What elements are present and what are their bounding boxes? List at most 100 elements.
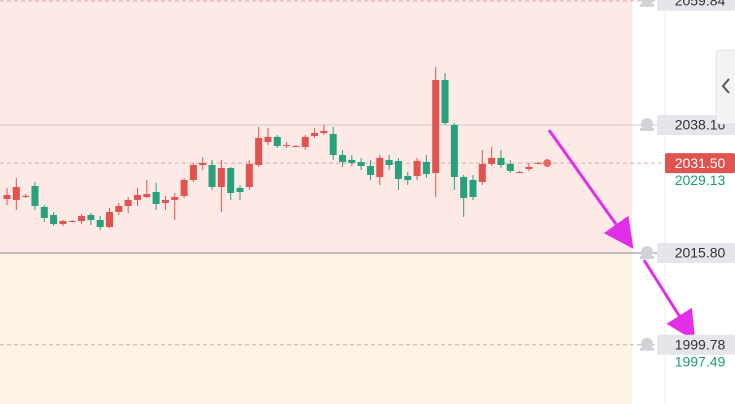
annotation-arrow bbox=[547, 129, 634, 249]
candle bbox=[171, 192, 179, 220]
candle-body bbox=[478, 163, 486, 182]
candle bbox=[516, 170, 524, 173]
current-price-dot bbox=[543, 159, 552, 168]
candle-body bbox=[161, 199, 169, 203]
candle bbox=[152, 182, 160, 210]
candle bbox=[366, 159, 374, 180]
candle bbox=[124, 196, 132, 213]
candle-body bbox=[348, 159, 356, 163]
bell-body bbox=[641, 337, 653, 350]
candle-body bbox=[31, 185, 39, 206]
candle-body bbox=[450, 124, 458, 177]
candle bbox=[236, 184, 244, 200]
candle bbox=[245, 159, 253, 190]
candle bbox=[50, 211, 58, 226]
candle-body bbox=[339, 154, 347, 162]
price-label-box bbox=[657, 0, 735, 11]
candle-body bbox=[320, 130, 328, 133]
candle-body bbox=[59, 220, 67, 224]
candle bbox=[413, 157, 421, 180]
candle bbox=[106, 207, 114, 228]
candle-body bbox=[366, 165, 374, 175]
candle bbox=[87, 212, 95, 225]
chevron-icon[interactable] bbox=[721, 78, 730, 94]
candle bbox=[255, 126, 263, 167]
candle-body bbox=[50, 214, 58, 224]
candle-body bbox=[497, 157, 505, 165]
candle bbox=[143, 179, 151, 198]
candle-body bbox=[460, 176, 468, 198]
candle bbox=[133, 187, 141, 206]
candle-body bbox=[525, 166, 533, 169]
annotation-arrow bbox=[642, 259, 696, 342]
bell-icon bbox=[640, 0, 654, 7]
candle bbox=[31, 181, 39, 210]
candle-body bbox=[87, 214, 95, 220]
candle-body bbox=[385, 159, 393, 165]
bell-base bbox=[640, 3, 654, 7]
candle bbox=[283, 141, 291, 148]
collapse-button[interactable] bbox=[715, 49, 735, 125]
candle-body bbox=[404, 175, 412, 180]
candle bbox=[488, 146, 496, 166]
candle-body bbox=[301, 136, 309, 147]
candle bbox=[506, 159, 514, 173]
candle bbox=[385, 154, 393, 170]
candle-body bbox=[96, 219, 104, 227]
candles bbox=[3, 66, 552, 230]
price-label: 2015.80 bbox=[675, 245, 726, 261]
candle bbox=[68, 219, 76, 222]
price-lines bbox=[0, 0, 665, 346]
upper-zone bbox=[0, 0, 632, 253]
candle bbox=[96, 215, 104, 230]
bell-base bbox=[640, 127, 654, 131]
candle-body bbox=[273, 136, 281, 146]
candle bbox=[22, 193, 30, 198]
price-label: 1999.78 bbox=[675, 336, 726, 352]
price-label-box bbox=[657, 334, 735, 355]
candle-body bbox=[292, 145, 300, 147]
candle-body bbox=[488, 157, 496, 164]
price-label: 2059.84 bbox=[675, 0, 726, 9]
candle bbox=[497, 149, 505, 168]
candle-body bbox=[3, 194, 11, 199]
bell-base bbox=[640, 255, 654, 259]
candle-body bbox=[189, 164, 197, 180]
candle bbox=[59, 219, 67, 226]
price-label: 2031.50 bbox=[675, 155, 726, 171]
price-label: 2038.16 bbox=[675, 117, 726, 133]
candle-body bbox=[22, 195, 30, 197]
candle bbox=[525, 162, 533, 171]
candle-body bbox=[422, 161, 430, 174]
candle-body bbox=[106, 211, 114, 227]
candle-body bbox=[506, 163, 514, 171]
candle-body bbox=[199, 162, 207, 165]
bell-icon bbox=[640, 245, 654, 259]
bell-icon bbox=[640, 117, 654, 131]
candle bbox=[460, 174, 468, 217]
candle bbox=[227, 166, 235, 200]
candle-body bbox=[40, 206, 48, 219]
candle bbox=[301, 134, 309, 150]
collapse-button-bg[interactable] bbox=[715, 49, 735, 125]
candle-body bbox=[245, 163, 253, 187]
candle bbox=[469, 174, 477, 200]
candle bbox=[12, 177, 20, 210]
candle-body bbox=[357, 161, 365, 166]
candle bbox=[78, 213, 86, 224]
candle bbox=[441, 72, 449, 125]
candle-body bbox=[227, 167, 235, 193]
candle bbox=[450, 122, 458, 190]
price-label-box bbox=[657, 242, 735, 263]
candle bbox=[404, 171, 412, 185]
bell-body bbox=[641, 245, 653, 258]
candle bbox=[180, 177, 188, 198]
candle bbox=[3, 187, 11, 205]
candle bbox=[115, 202, 123, 215]
background bbox=[0, 0, 666, 404]
candle bbox=[199, 156, 207, 170]
candle-body bbox=[152, 191, 160, 204]
candle bbox=[161, 195, 169, 210]
candle-body bbox=[394, 160, 402, 179]
